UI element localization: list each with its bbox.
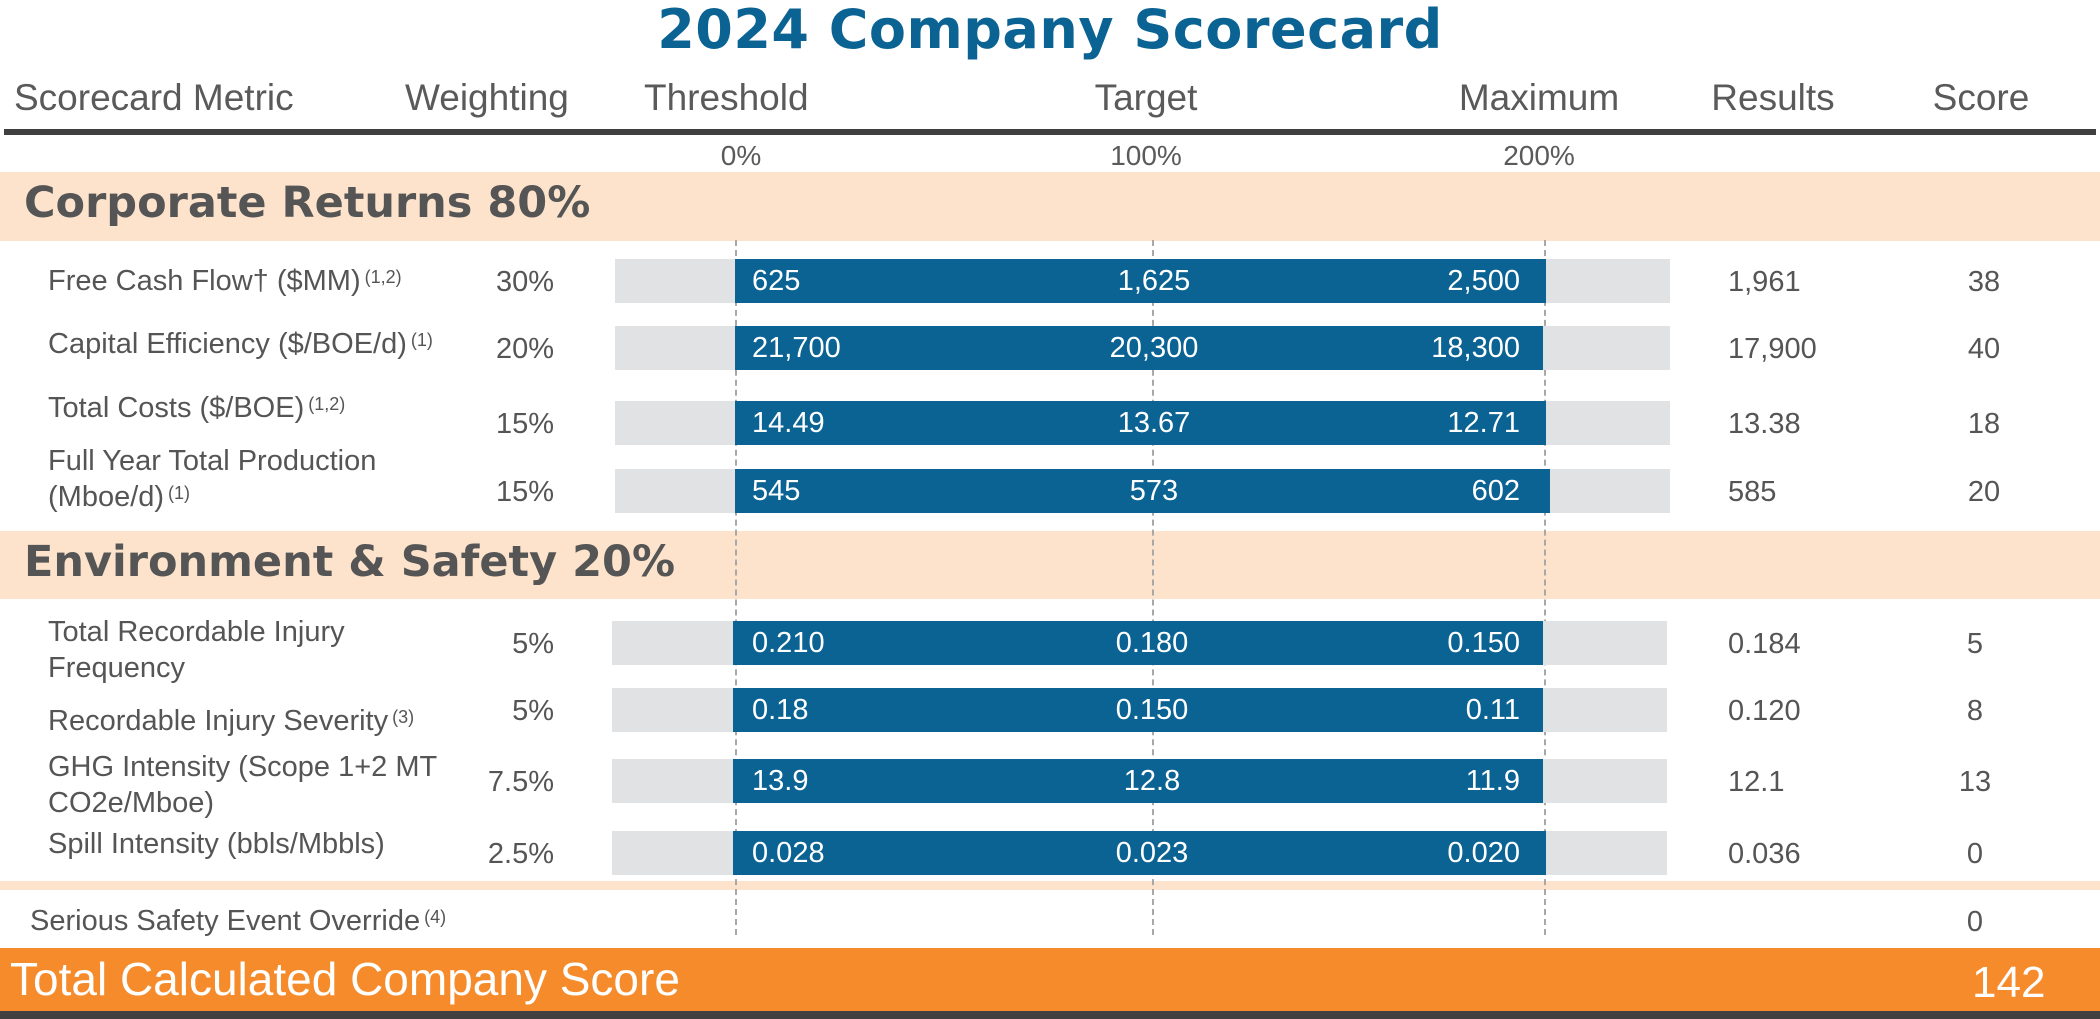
column-header-score: Score — [1932, 77, 2030, 118]
weighting-value: 2.5% — [487, 838, 554, 870]
score-value: 18 — [1967, 408, 2001, 440]
payout-scale-threshold: 0% — [720, 140, 762, 171]
score-value: 0 — [1966, 838, 1984, 870]
target-value: 573 — [1129, 475, 1179, 507]
metric-label: Total Costs ($/BOE) (1,2) — [48, 392, 346, 424]
result-value: 0.120 — [1728, 695, 1801, 727]
total-score-bar — [0, 948, 2100, 1011]
result-value: 1,961 — [1728, 266, 1801, 298]
threshold-value: 0.18 — [752, 694, 809, 726]
override-label: Serious Safety Event Override (4) — [30, 905, 447, 937]
metric-label: Full Year Total Production (Mboe/d) (1) — [48, 445, 377, 513]
range-bar — [733, 831, 1546, 875]
metric-label: Free Cash Flow† ($MM) (1,2) — [48, 265, 402, 297]
score-value: 40 — [1967, 333, 2001, 365]
total-score-value: 142 — [1972, 958, 2046, 1007]
weighting-value: 15% — [495, 408, 554, 440]
maximum-value: 2,500 — [1447, 265, 1520, 297]
target-value: 20,300 — [1109, 332, 1199, 364]
range-bar — [733, 621, 1543, 665]
weighting-value: 20% — [495, 333, 554, 365]
maximum-value: 0.020 — [1447, 837, 1520, 869]
column-header-target: Target — [1094, 77, 1198, 118]
column-header-weighting: Weighting — [405, 77, 569, 118]
total-score-label: Total Calculated Company Score — [10, 953, 680, 1005]
range-bar — [735, 469, 1550, 513]
payout-scale-target: 100% — [1110, 140, 1182, 171]
metric-label: Capital Efficiency ($/BOE/d) (1) — [48, 328, 433, 360]
score-value: 38 — [1967, 266, 2001, 298]
range-bar — [733, 688, 1543, 732]
section-title-environment-safety: Environment & Safety 20% — [24, 537, 676, 587]
score-value: 8 — [1966, 695, 1984, 727]
weighting-value: 5% — [512, 628, 554, 660]
section-band-environment-safety — [0, 531, 2100, 599]
weighting-value: 30% — [495, 266, 554, 298]
maximum-guide-line — [1544, 240, 1546, 935]
maximum-value: 18,300 — [1431, 332, 1520, 364]
page-title: 2024 Company Scorecard — [657, 0, 1443, 61]
weighting-value: 15% — [495, 476, 554, 508]
metric-label: Total Recordable Injury Frequency — [48, 616, 345, 684]
header-divider — [4, 129, 2096, 135]
weighting-value: 5% — [512, 695, 554, 727]
target-value: 0.150 — [1115, 694, 1189, 726]
result-value: 12.1 — [1728, 766, 1785, 798]
target-value: 0.023 — [1115, 837, 1189, 869]
threshold-value: 545 — [752, 475, 801, 507]
maximum-value: 11.9 — [1465, 765, 1520, 797]
metric-label: GHG Intensity (Scope 1+2 MT CO2e/Mboe) — [48, 751, 438, 819]
payout-scale-maximum: 200% — [1503, 140, 1575, 171]
score-value: 5 — [1966, 628, 1984, 660]
threshold-value: 625 — [752, 265, 801, 297]
section-title-corporate-returns: Corporate Returns 80% — [24, 178, 591, 228]
maximum-value: 0.150 — [1447, 627, 1520, 659]
target-value: 1,625 — [1117, 265, 1191, 297]
override-score: 0 — [1966, 906, 1984, 938]
column-header-maximum: Maximum — [1458, 77, 1620, 118]
threshold-value: 13.9 — [752, 765, 809, 797]
target-value: 0.180 — [1115, 627, 1189, 659]
threshold-guide-line — [735, 240, 737, 935]
maximum-value: 0.11 — [1465, 694, 1520, 726]
metric-label: Recordable Injury Severity (3) — [48, 705, 415, 737]
threshold-value: 0.028 — [752, 837, 825, 869]
score-value: 13 — [1958, 766, 1992, 798]
metric-label: Spill Intensity (bbls/Mbbls) — [48, 828, 385, 860]
maximum-value: 12.71 — [1447, 407, 1520, 439]
range-bar — [733, 759, 1543, 803]
range-bar — [735, 259, 1546, 303]
threshold-value: 14.49 — [752, 407, 825, 439]
range-bar — [735, 326, 1543, 370]
target-value: 13.67 — [1117, 407, 1191, 439]
weighting-value: 7.5% — [487, 766, 554, 798]
maximum-value: 602 — [1471, 475, 1520, 507]
target-guide-line — [1152, 240, 1154, 935]
result-value: 0.184 — [1728, 628, 1801, 660]
column-header-threshold: Threshold — [644, 77, 809, 118]
section-band-corporate-returns — [0, 172, 2100, 241]
override-divider-band — [0, 881, 2100, 890]
footer-divider — [0, 1011, 2100, 1019]
target-value: 12.8 — [1123, 765, 1181, 797]
result-value: 13.38 — [1728, 408, 1801, 440]
result-value: 0.036 — [1728, 838, 1801, 870]
threshold-value: 21,700 — [752, 332, 841, 364]
column-header-results: Results — [1711, 77, 1835, 118]
threshold-value: 0.210 — [752, 627, 825, 659]
result-value: 17,900 — [1728, 333, 1817, 365]
column-header-metric: Scorecard Metric — [14, 77, 294, 118]
score-value: 20 — [1967, 476, 2001, 508]
range-bar — [735, 401, 1546, 445]
result-value: 585 — [1728, 476, 1777, 508]
